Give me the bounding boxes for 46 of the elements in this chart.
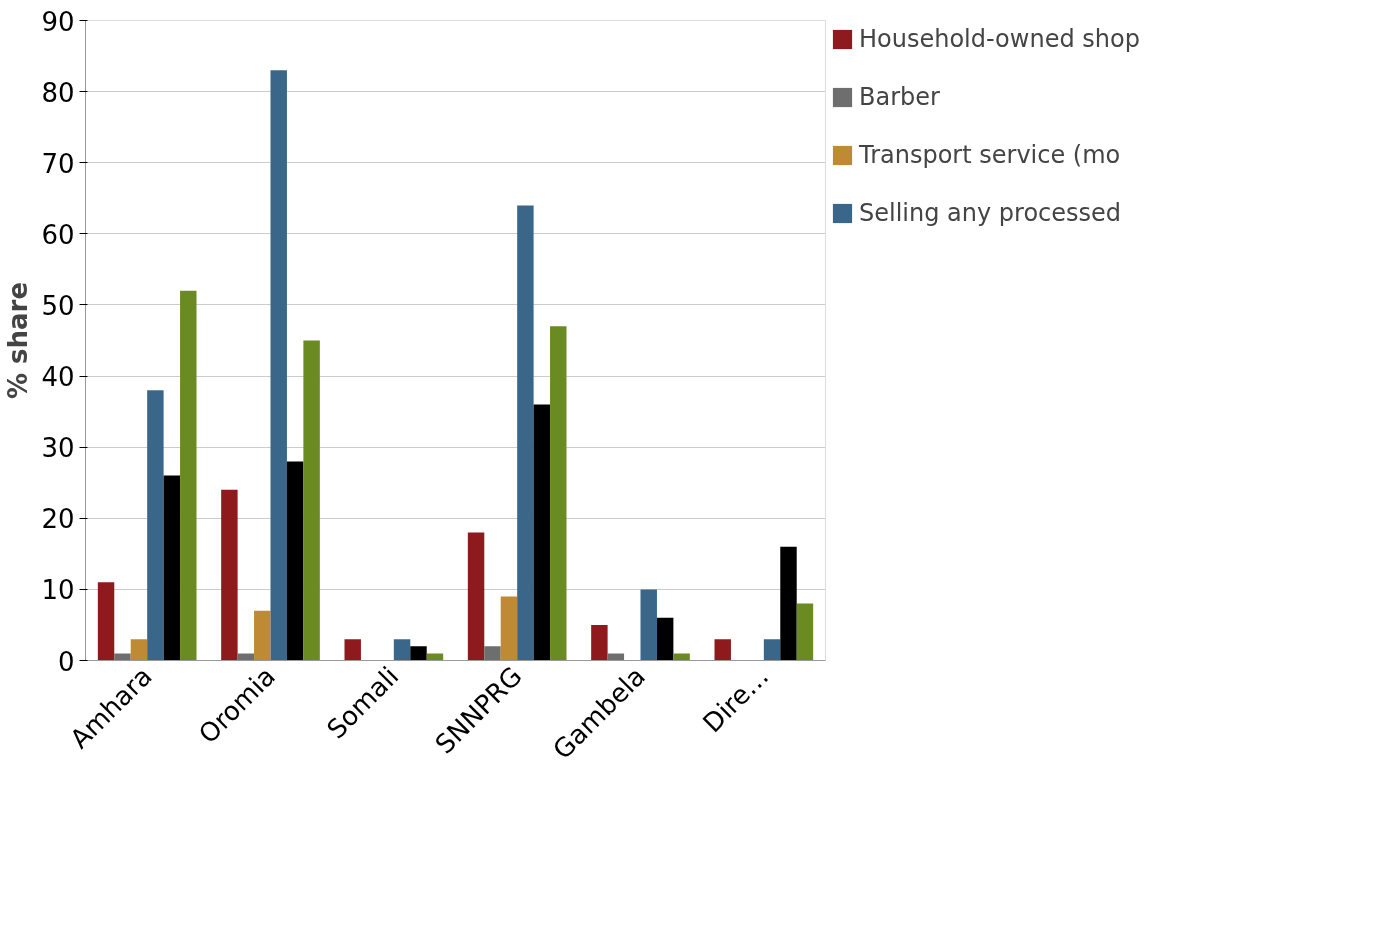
bar	[163, 475, 181, 661]
bar	[221, 489, 238, 661]
legend-label: Barber	[859, 83, 940, 111]
legend-label: Household-owned shop	[859, 25, 1140, 53]
bar	[467, 532, 485, 661]
y-tick-label: 60	[41, 219, 75, 250]
bar	[714, 639, 731, 661]
y-axis-title: % share	[3, 281, 34, 400]
bar	[97, 582, 115, 661]
legend-label: Transport service (mo	[859, 141, 1121, 169]
bar	[426, 653, 444, 661]
bar	[147, 390, 164, 661]
bar	[114, 653, 131, 661]
bar	[591, 624, 608, 661]
legend-label: Selling any processed	[859, 199, 1122, 227]
y-tick-label: 40	[41, 362, 75, 393]
bar	[780, 546, 797, 661]
y-tick-label: 0	[57, 646, 75, 677]
bar	[607, 653, 625, 661]
bar	[130, 639, 148, 661]
bar	[533, 404, 551, 661]
bar	[286, 461, 304, 661]
y-tick-label: 20	[41, 504, 75, 535]
bar	[640, 589, 657, 661]
bar	[344, 639, 361, 661]
bar	[517, 205, 534, 661]
bar	[484, 646, 501, 661]
y-tick-label: 50	[41, 290, 75, 321]
bar	[237, 653, 255, 661]
bar	[763, 639, 781, 661]
bar	[656, 617, 674, 661]
bar	[673, 653, 690, 661]
y-tick-label: 30	[41, 433, 75, 464]
bar	[254, 610, 271, 661]
bar	[180, 290, 197, 661]
bar	[410, 646, 427, 661]
y-tick-label: 80	[41, 77, 75, 108]
bar	[270, 70, 287, 661]
y-tick-label: 90	[41, 6, 75, 37]
bar	[550, 326, 567, 661]
bar	[393, 639, 411, 661]
bar	[500, 596, 518, 661]
bar	[303, 340, 320, 661]
bar	[796, 603, 814, 661]
y-tick-label: 70	[41, 148, 75, 179]
y-tick-label: 10	[41, 575, 75, 606]
